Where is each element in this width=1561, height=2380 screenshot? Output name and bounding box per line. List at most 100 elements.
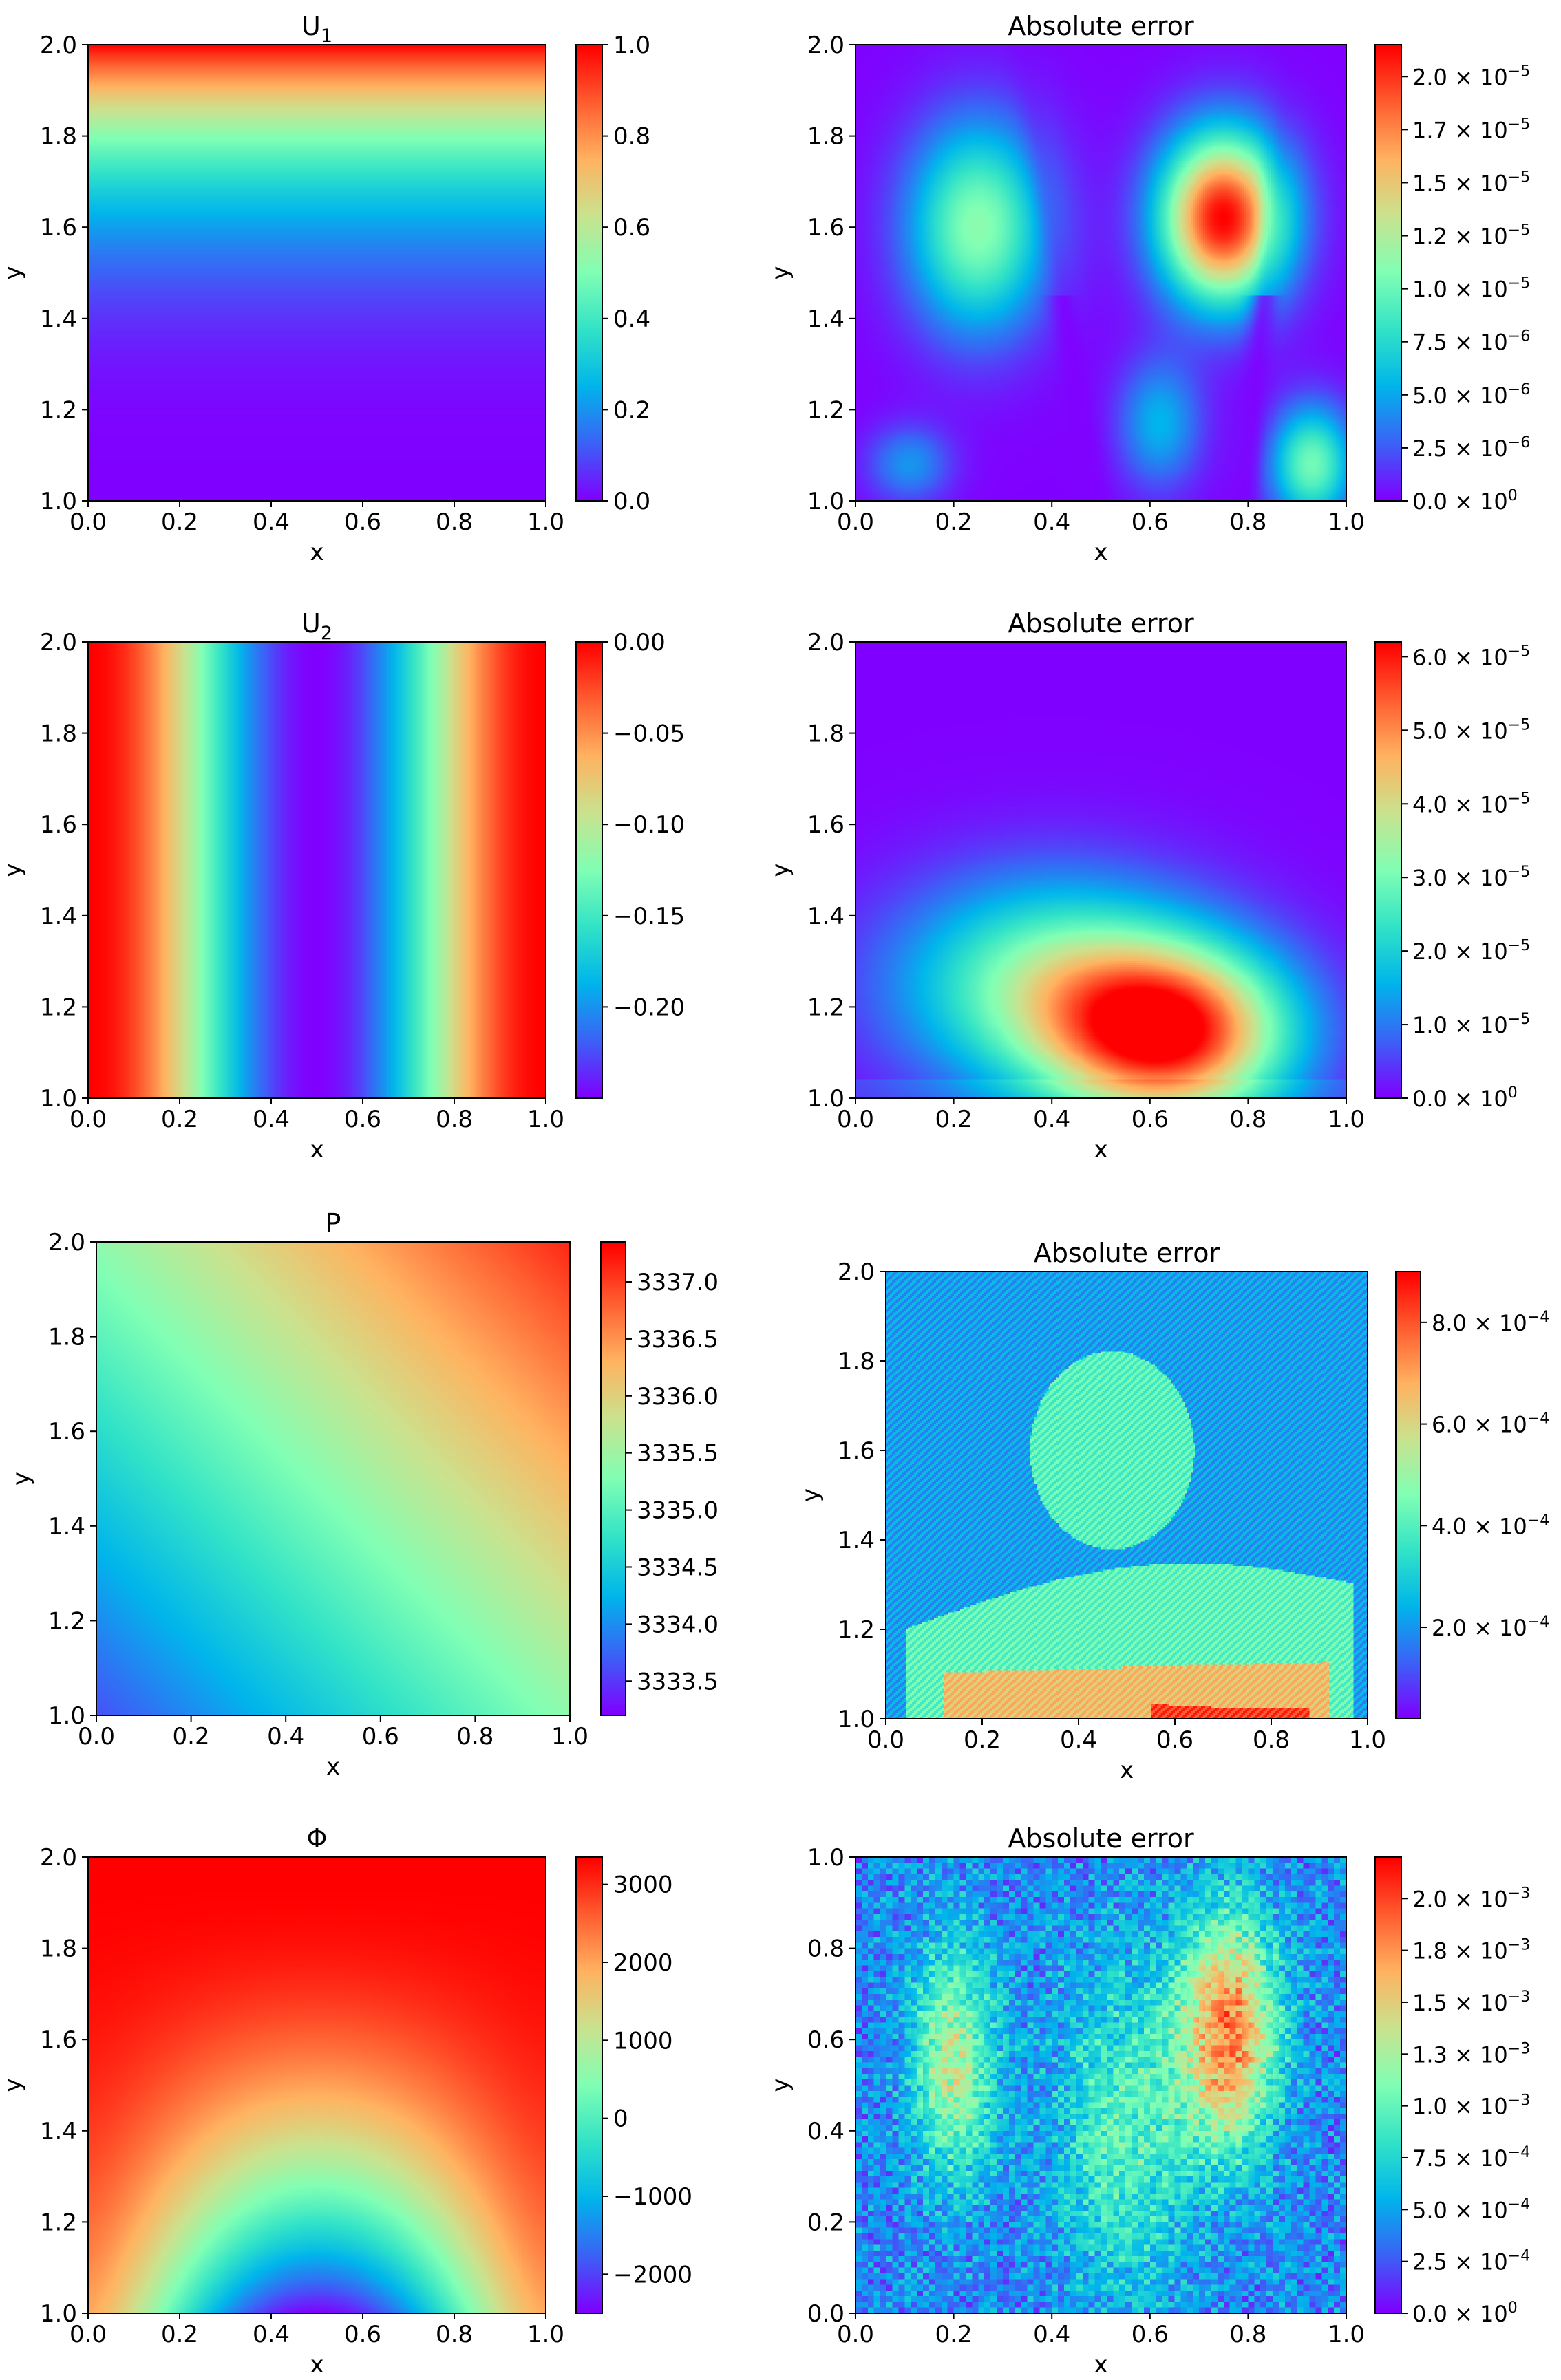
colorbar-gradient (576, 642, 602, 1098)
x-tick-label: 0.2 (161, 1106, 198, 1133)
x-axis-label: x (310, 1136, 323, 1164)
colorbar-phi: −2000 −1000 0 1000 2000 3000 (575, 1856, 692, 2314)
x-tick-label: 1.0 (1328, 508, 1365, 536)
panel-title: P (326, 1208, 341, 1239)
colorbar-err_phi: 0.0 × 100 2.5 × 10−4 5.0 × 10−4 7.5 × 10−4 1… (1374, 1856, 1530, 2327)
panel-err_phi: Absolute error 0.0 0.2 0.4 0.6 0.8 1.0 0.0 0.2 0.… (767, 1823, 1530, 2379)
y-tick-label: 1.8 (40, 1936, 77, 1963)
colorbar-tick-label: 2.0 × 10−4 (1432, 1614, 1549, 1641)
colorbar-frame (1395, 1271, 1421, 1719)
y-axis-label: y (0, 266, 27, 279)
colorbar-frame (575, 641, 603, 1099)
x-tick-label: 1.0 (1328, 1106, 1365, 1133)
colorbar-tick-label: 1.8 × 10−3 (1412, 1937, 1530, 1964)
x-axis-label: x (310, 539, 323, 566)
x-tick-label: 0.8 (436, 2321, 473, 2348)
colorbar-gradient (601, 1242, 626, 1715)
y-axis-label: y (8, 1472, 35, 1486)
y-tick-label: 0.4 (807, 2118, 845, 2145)
x-tick-label: 0.8 (456, 1723, 493, 1750)
x-tick-label: 0.6 (344, 508, 381, 536)
x-tick-label: 0.4 (1033, 1106, 1070, 1133)
colorbar-tick-label: 2.0 × 10−5 (1412, 63, 1530, 90)
colorbar-gradient (1375, 45, 1401, 501)
colorbar-tick-label: 3335.5 (637, 1440, 719, 1468)
y-tick-label: 1.2 (807, 396, 845, 424)
panel-u2: U2 0.0 0.2 0.4 0.6 0.8 1.0 1.0 1.2 1.4 1.6 1.8 2.0 x y… (0, 608, 685, 1164)
panel-title: Absolute error (1034, 1238, 1220, 1268)
y-tick-label: 1.0 (40, 1085, 77, 1113)
colorbar-err_p: 2.0 × 10−4 4.0 × 10−4 6.0 × 10−4 8.0 × 10−4 (1395, 1271, 1549, 1719)
colorbar-frame (600, 1241, 626, 1716)
heatmap-err_phi (856, 1857, 1346, 2313)
colorbar-tick-label: 1.5 × 10−5 (1412, 169, 1530, 196)
axes-frame (87, 1856, 546, 2314)
y-tick-label: 1.8 (838, 1348, 875, 1375)
x-tick-label: 0.0 (867, 1726, 904, 1754)
colorbar-tick-label: 4.0 × 10−4 (1432, 1512, 1549, 1539)
colorbar-tick-label: 0.8 (613, 123, 650, 151)
colorbar-tick-label: −0.15 (613, 903, 685, 930)
x-tick-label: 0.6 (362, 1723, 399, 1750)
y-axis-label: y (767, 863, 794, 877)
x-tick-label: 0.2 (161, 508, 198, 536)
y-tick-label: 1.8 (40, 720, 77, 748)
colorbar-tick-label: 6.0 × 10−5 (1412, 643, 1530, 670)
y-tick-label: 1.2 (40, 994, 77, 1021)
colorbar-tick-label: 2.5 × 10−6 (1412, 434, 1530, 462)
colorbar-tick-label: −2000 (613, 2261, 692, 2288)
colorbar-tick-label: 4.0 × 10−5 (1412, 790, 1530, 817)
x-tick-label: 1.0 (1328, 2321, 1365, 2348)
x-tick-label: 0.2 (935, 2321, 973, 2348)
y-tick-label: 1.4 (40, 903, 77, 930)
y-tick-label: 1.2 (40, 2209, 77, 2236)
heatmap-p (96, 1242, 570, 1715)
panel-title: U2 (301, 608, 332, 644)
colorbar-err_u2: 0.0 × 100 1.0 × 10−5 2.0 × 10−5 3.0 × 10−5 4… (1374, 641, 1530, 1112)
colorbar-tick-label: 0.4 (613, 305, 650, 333)
axes-frame (855, 44, 1347, 502)
x-tick-label: 0.4 (253, 2321, 290, 2348)
panel-phi: Φ 0.0 0.2 0.4 0.6 0.8 1.0 1.0 1.2 1.4 1.6 1.8 2.0 x y −… (0, 1823, 692, 2379)
colorbar-tick-label: 1.0 × 10−5 (1412, 275, 1530, 303)
colorbar-tick-label: 2.0 × 10−5 (1412, 937, 1530, 965)
y-tick-label: 1.6 (48, 1418, 85, 1446)
y-tick-label: 2.0 (48, 1229, 85, 1256)
colorbar-gradient (1396, 1272, 1421, 1719)
y-tick-label: 1.0 (807, 488, 845, 515)
x-axis-label: x (1120, 1757, 1134, 1784)
x-tick-label: 0.8 (1253, 1726, 1290, 1754)
y-axis-label: y (767, 2078, 794, 2092)
panel-err_u2: Absolute error 0.0 0.2 0.4 0.6 0.8 1.0 1.0 1.2 1.… (767, 608, 1530, 1164)
x-tick-label: 0.0 (78, 1723, 115, 1750)
x-tick-label: 0.4 (1033, 508, 1070, 536)
heatmap-u1 (88, 45, 546, 501)
panel-title: Absolute error (1008, 1823, 1194, 1854)
panel-err_u1: Absolute error 0.0 0.2 0.4 0.6 0.8 1.0 1.0 1.2 1.… (767, 11, 1530, 566)
colorbar-gradient (1375, 642, 1401, 1098)
colorbar-tick-label: 2.0 × 10−3 (1412, 1885, 1530, 1912)
y-tick-label: 1.2 (807, 994, 845, 1021)
colorbar-tick-label: 0 (613, 2105, 628, 2133)
y-tick-label: 1.2 (40, 396, 77, 424)
y-tick-label: 1.0 (838, 1706, 875, 1733)
colorbar-tick-label: 3336.5 (637, 1326, 719, 1353)
x-axis-label: x (326, 1753, 340, 1781)
colorbar-err_u1: 0.0 × 100 2.5 × 10−6 5.0 × 10−6 7.5 × 10−6 1… (1374, 44, 1530, 515)
colorbar-tick-label: 1000 (613, 2027, 673, 2055)
colorbar-tick-label: 0.0 × 100 (1412, 487, 1518, 515)
y-tick-label: 1.6 (40, 2026, 77, 2054)
colorbar-tick-label: 3000 (613, 1872, 673, 1899)
x-tick-label: 0.0 (70, 1106, 107, 1133)
colorbar-tick-label: 8.0 × 10−4 (1432, 1309, 1549, 1336)
y-tick-label: 0.8 (807, 1936, 845, 1963)
panel-err_p: Absolute error 0.0 0.2 0.4 0.6 0.8 1.0 1.0 1.2 1.… (797, 1238, 1549, 1784)
axes-frame (96, 1241, 571, 1716)
x-tick-label: 1.0 (527, 508, 564, 536)
y-tick-label: 1.0 (48, 1702, 85, 1730)
x-tick-label: 0.2 (173, 1723, 210, 1750)
colorbar-gradient (576, 1857, 602, 2313)
y-tick-label: 1.4 (807, 903, 845, 930)
